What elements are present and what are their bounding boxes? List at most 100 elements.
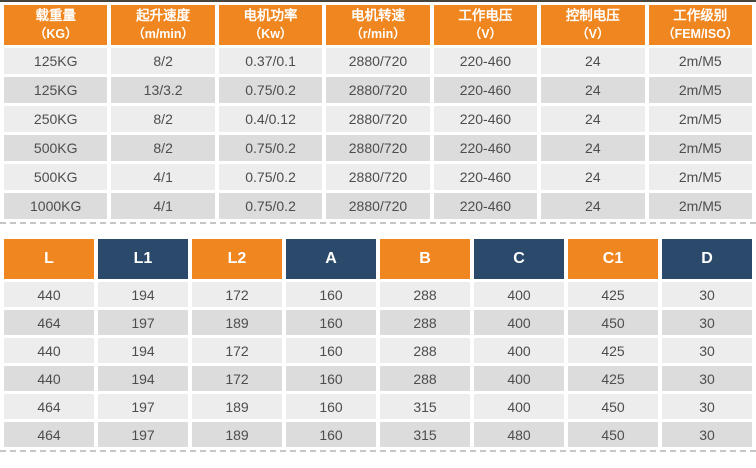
dimension-cell: 400: [474, 366, 564, 391]
spec-table-body: 125KG 8/2 0.37/0.1 2880/720 220-460 24 2m/M5 12…: [4, 48, 752, 219]
dimension-table-header: L L1 L2 A B C C1 D: [4, 239, 752, 279]
dimension-cell: 440: [4, 282, 94, 307]
spec-table-row: 1000KG 4/1 0.75/0.2 2880/720 220-460 24 2m/M5: [4, 193, 752, 219]
dimension-cell: 160: [286, 366, 376, 391]
dimension-cell: 400: [474, 310, 564, 335]
spec-cell: 0.75/0.2: [218, 193, 323, 219]
dimension-cell: 172: [192, 338, 282, 363]
spec-cell: 24: [541, 106, 645, 132]
dimension-header-cell: A: [286, 239, 376, 279]
spec-cell: 0.75/0.2: [218, 135, 323, 161]
spec-header-line1: 载重量: [35, 7, 76, 23]
spec-header-line2: （r/min）: [350, 26, 406, 41]
spec-table-row: 125KG 8/2 0.37/0.1 2880/720 220-460 24 2m/M5: [4, 48, 752, 74]
dimension-header-cell: L: [4, 239, 94, 279]
spec-cell: 2m/M5: [648, 193, 752, 219]
dimension-cell: 194: [98, 366, 188, 391]
dashed-divider-top: [0, 222, 756, 224]
dimension-table-row: 440 194 172 160 288 400 425 30: [4, 338, 752, 363]
spec-header-cell: 控制电压 （V）: [541, 5, 645, 45]
spec-cell: 0.75/0.2: [218, 164, 323, 190]
dimension-cell: 450: [568, 394, 658, 419]
spec-cell: 2m/M5: [648, 77, 752, 103]
dimension-cell: 450: [568, 422, 658, 447]
spec-table-header: 载重量 （KG） 起升速度 （m/min） 电机功率 （Kw） 电机转速 （r/min） 工作电…: [4, 5, 752, 45]
spec-header-line2: （Kw）: [248, 26, 293, 41]
spec-cell: 250KG: [4, 106, 108, 132]
spec-cell: 2m/M5: [648, 48, 752, 74]
spec-cell: 125KG: [4, 48, 108, 74]
dimension-header-cell: C1: [568, 239, 658, 279]
spec-header-line1: 电机转速: [350, 7, 405, 23]
spec-cell: 24: [541, 164, 645, 190]
spec-header-cell: 工作级别 （FEM/ISO）: [648, 5, 752, 45]
spec-cell: 2880/720: [326, 48, 430, 74]
dimension-cell: 30: [662, 282, 752, 307]
dimension-cell: 288: [380, 338, 470, 363]
dimension-cell: 30: [662, 422, 752, 447]
dimension-table-row: 464 197 189 160 315 480 450 30: [4, 422, 752, 447]
spec-header-cell: 载重量 （KG）: [4, 5, 108, 45]
spec-cell: 24: [541, 135, 645, 161]
dashed-divider-bottom: [0, 450, 756, 452]
dimension-cell: 160: [286, 422, 376, 447]
spec-cell: 8/2: [111, 135, 215, 161]
dimension-cell: 288: [380, 282, 470, 307]
spec-cell: 4/1: [111, 193, 215, 219]
spec-cell: 13/3.2: [111, 77, 215, 103]
dimension-table-row: 464 197 189 160 288 400 450 30: [4, 310, 752, 335]
dimension-cell: 189: [192, 310, 282, 335]
dimension-cell: 172: [192, 282, 282, 307]
spec-cell: 220-460: [433, 193, 538, 219]
dimension-table: L L1 L2 A B C C1 D 440 194 172 160 288 400 425 30 464 19…: [0, 236, 756, 450]
spec-cell: 2880/720: [326, 106, 430, 132]
spec-cell: 500KG: [4, 164, 108, 190]
dimension-cell: 172: [192, 366, 282, 391]
dimension-table-body: 440 194 172 160 288 400 425 30 464 197 189 160 288 40…: [4, 282, 752, 447]
spec-cell: 8/2: [111, 48, 215, 74]
spec-cell: 2880/720: [326, 77, 430, 103]
dimension-cell: 30: [662, 394, 752, 419]
dimension-cell: 464: [4, 310, 94, 335]
spec-cell: 220-460: [433, 106, 538, 132]
dimension-cell: 480: [474, 422, 564, 447]
spec-cell: 220-460: [433, 77, 538, 103]
dimension-cell: 30: [662, 366, 752, 391]
dimension-header-cell: L2: [192, 239, 282, 279]
dimension-cell: 400: [474, 338, 564, 363]
spec-header-line1: 电机功率: [243, 7, 298, 23]
spec-header-cell: 电机功率 （Kw）: [218, 5, 323, 45]
spec-cell: 500KG: [4, 135, 108, 161]
dimension-cell: 194: [98, 338, 188, 363]
spec-header-line2: （V）: [468, 26, 503, 41]
dimension-cell: 400: [474, 282, 564, 307]
dimension-cell: 440: [4, 366, 94, 391]
spec-table-row: 125KG 13/3.2 0.75/0.2 2880/720 220-460 24 2m/M…: [4, 77, 752, 103]
spec-header-line1: 工作级别: [673, 7, 728, 23]
spec-table-row: 500KG 8/2 0.75/0.2 2880/720 220-460 24 2m/M5: [4, 135, 752, 161]
spec-header-line1: 控制电压: [565, 7, 620, 23]
spec-cell: 4/1: [111, 164, 215, 190]
spec-table-row: 500KG 4/1 0.75/0.2 2880/720 220-460 24 2m/M5: [4, 164, 752, 190]
spec-header-cell: 起升速度 （m/min）: [111, 5, 215, 45]
spec-cell: 125KG: [4, 77, 108, 103]
dimension-cell: 464: [4, 422, 94, 447]
dimension-table-row: 440 194 172 160 288 400 425 30: [4, 282, 752, 307]
spec-cell: 2m/M5: [648, 135, 752, 161]
dimension-cell: 288: [380, 366, 470, 391]
spec-table-row: 250KG 8/2 0.4/0.12 2880/720 220-460 24 2m/M5: [4, 106, 752, 132]
spec-header-line2: （KG）: [33, 26, 78, 41]
dimension-cell: 450: [568, 310, 658, 335]
spec-cell: 0.75/0.2: [218, 77, 323, 103]
spec-cell: 24: [541, 193, 645, 219]
spec-header-line2: （m/min）: [132, 26, 195, 41]
spec-cell: 24: [541, 77, 645, 103]
spec-cell: 2880/720: [326, 193, 430, 219]
spec-cell: 220-460: [433, 135, 538, 161]
spec-cell: 2880/720: [326, 164, 430, 190]
spec-cell: 2m/M5: [648, 106, 752, 132]
dimension-cell: 189: [192, 422, 282, 447]
dimension-cell: 194: [98, 282, 188, 307]
dimension-cell: 160: [286, 282, 376, 307]
